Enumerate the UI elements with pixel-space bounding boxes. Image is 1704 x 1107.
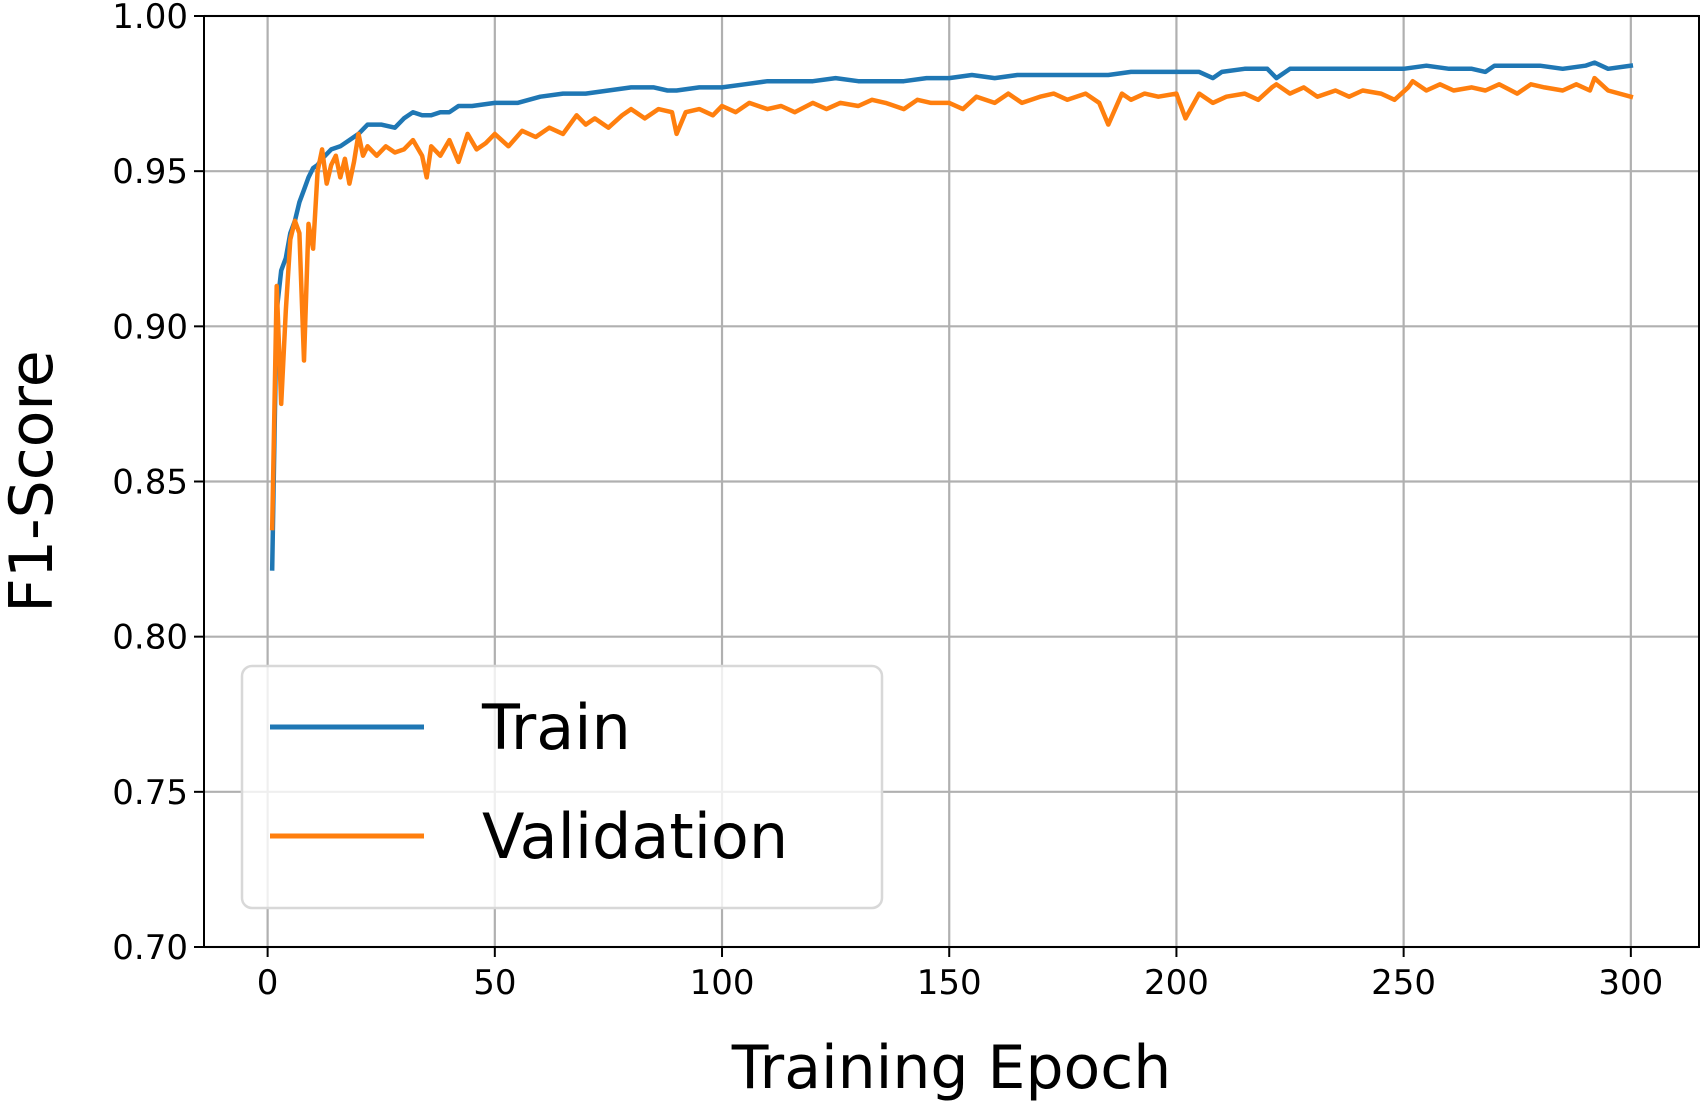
y-tick-label: 0.85 xyxy=(112,463,188,503)
x-tick-label: 100 xyxy=(690,963,755,1003)
y-tick-label: 0.75 xyxy=(112,773,188,813)
y-tick-label: 0.80 xyxy=(112,618,188,658)
y-axis: 0.70 0.75 0.80 0.85 0.90 0.95 1.00 xyxy=(112,0,204,968)
x-tick-label: 50 xyxy=(473,963,516,1003)
x-axis-title: Training Epoch xyxy=(731,1033,1172,1103)
series-line-validation xyxy=(269,75,1634,531)
x-tick-label: 150 xyxy=(917,963,982,1003)
y-axis-title: F1-Score xyxy=(0,350,67,612)
x-tick-label: 0 xyxy=(257,963,279,1003)
x-tick-label: 200 xyxy=(1144,963,1209,1003)
legend-label-train: Train xyxy=(481,691,631,764)
y-tick-label: 0.95 xyxy=(112,152,188,192)
series-line-train xyxy=(269,60,1634,571)
x-tick-label: 250 xyxy=(1371,963,1436,1003)
y-tick-label: 1.00 xyxy=(112,0,188,37)
x-axis: 0 50 100 150 200 250 300 xyxy=(257,947,1663,1003)
legend-label-validation: Validation xyxy=(482,800,788,873)
y-tick-label: 0.70 xyxy=(112,928,188,968)
x-tick-label: 300 xyxy=(1598,963,1663,1003)
series-lines xyxy=(269,60,1634,571)
legend: Train Validation xyxy=(240,664,884,910)
y-tick-label: 0.90 xyxy=(112,307,188,347)
